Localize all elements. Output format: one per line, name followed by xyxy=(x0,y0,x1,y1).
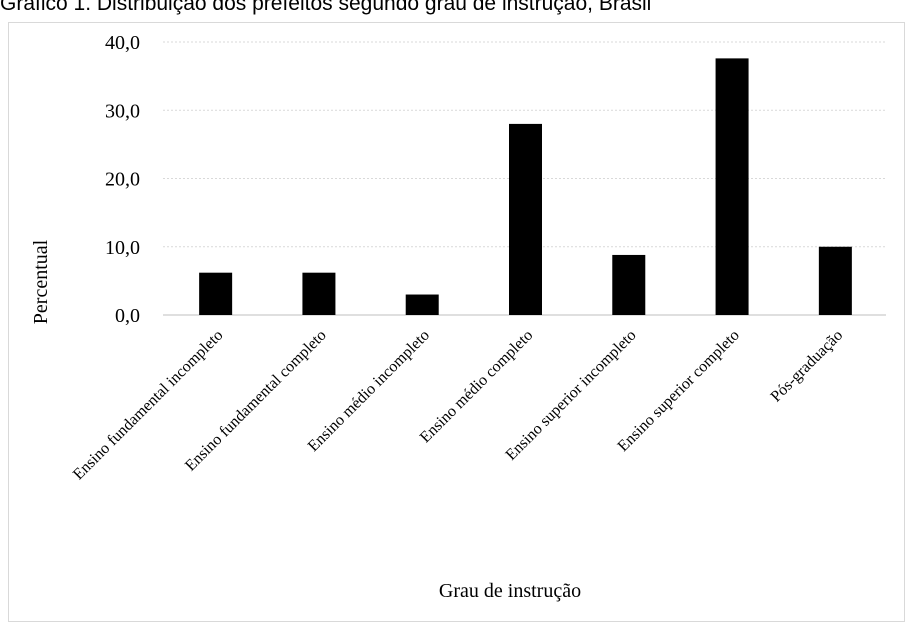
x-axis-label: Grau de instrução xyxy=(439,580,581,602)
bar xyxy=(818,246,852,315)
bar xyxy=(199,272,233,315)
chart-frame xyxy=(8,22,905,622)
y-axis-label: Percentual xyxy=(30,239,52,324)
bar xyxy=(302,272,336,315)
y-tick-label: 0,0 xyxy=(115,305,140,327)
chart-title: Gráfico 1. Distribuição dos prefeitos se… xyxy=(0,0,652,15)
bars xyxy=(199,58,852,316)
x-tick-label: Pós-graduação xyxy=(768,327,847,406)
x-tick-label: Ensino médio completo xyxy=(417,327,536,446)
x-tick-label: Ensino superior completo xyxy=(615,327,743,455)
y-tick-label: 10,0 xyxy=(105,237,140,259)
bar xyxy=(405,294,439,315)
y-tick-labels: 0,0 10,0 20,0 30,0 40,0 xyxy=(105,32,140,327)
y-tick-label: 40,0 xyxy=(105,32,140,54)
x-tick-label: Ensino médio incompleto xyxy=(305,327,433,455)
bar xyxy=(612,254,646,315)
y-tick-label: 20,0 xyxy=(105,169,140,191)
bar xyxy=(715,58,749,315)
y-tick-label: 30,0 xyxy=(105,100,140,122)
bar xyxy=(509,123,542,316)
